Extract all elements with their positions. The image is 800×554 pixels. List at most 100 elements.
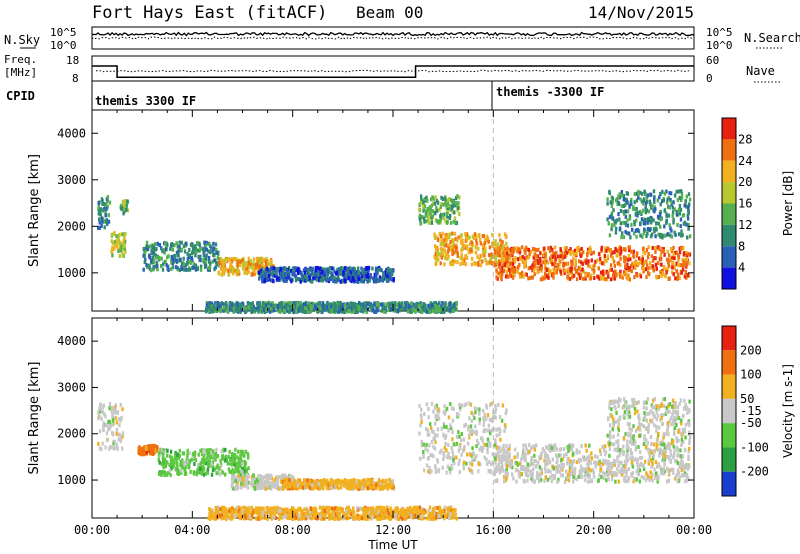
power-cell [353,302,356,306]
power-cell [631,261,634,266]
power-cell [468,235,471,240]
power-cell [360,277,363,282]
power-cell [152,252,156,257]
power-cell [426,198,429,203]
power-cell [656,261,660,265]
power-cell [661,235,664,240]
power-cell [319,306,322,311]
velocity-cell [108,419,112,424]
power-cell [297,267,300,272]
velocity-cell [315,484,318,489]
freq-label: Freq. [4,53,37,66]
power-cell [190,256,193,261]
velocity-cell [101,410,105,415]
power-cell [265,266,269,271]
power-cell [236,301,239,306]
power-cell [352,272,355,277]
power-cell [354,310,357,314]
power-cell [318,266,322,271]
velocity-cell [169,473,172,478]
power-cell [178,240,181,245]
power-cell [439,246,443,251]
power-cell [304,278,307,283]
power-cell [290,306,293,311]
velocity-cell [233,475,236,480]
power-cell [674,276,677,281]
power-colorbar-swatch [722,203,736,225]
velocity-cell [357,486,361,491]
power-cell [449,240,452,244]
power-cell [98,225,101,230]
power-cell [544,271,547,276]
power-cell [121,199,125,204]
power-cell [382,271,385,276]
velocity-cell [160,469,164,474]
velocity-cell [237,460,241,465]
power-cell [483,241,486,246]
power-cell [373,309,376,314]
power-cell [205,307,208,312]
power-cell [628,216,632,221]
power-cell [624,209,627,214]
power-cell [440,202,443,207]
velocity-cell [451,507,454,512]
power-cell [501,240,504,245]
power-cell [617,212,620,217]
velocity-cell [374,485,377,490]
power-cell [365,271,368,276]
power-cell [598,252,601,257]
power-cell [504,234,508,239]
power-cell [112,232,116,237]
power-cell [667,196,671,200]
velocity-cell [280,479,283,484]
power-cell [667,276,671,281]
power-cell [443,216,446,221]
power-cell [428,309,431,314]
power-cell [566,269,570,274]
power-cell [564,261,567,266]
velocity-cell [263,475,266,480]
velocity-cell [107,427,110,432]
power-cell [275,276,279,281]
power-cell [319,301,322,305]
power-cell [659,232,662,237]
power-cell [655,221,658,226]
power-cell [675,250,678,255]
power-cell [217,263,220,268]
nave-trace [95,69,691,73]
velocity-cell [343,478,347,482]
velocity-cell [256,486,259,491]
power-cell [540,266,543,271]
power-cell [369,302,373,307]
power-cell [178,244,181,249]
power-cell [500,276,503,281]
power-cell [643,217,646,222]
power-cell [171,265,175,270]
power-cell [539,256,542,261]
power-cell [327,277,330,282]
power-cell [380,268,383,273]
power-cell [242,306,245,311]
power-cell [173,254,176,259]
power-cell [505,241,508,246]
velocity-cell [104,445,107,450]
power-cell [679,217,683,222]
power-cell [494,239,497,244]
power-cell [341,309,344,314]
power-cell [547,246,550,251]
power-cell [380,302,383,307]
power-cell [447,302,450,307]
power-cell [347,276,350,280]
power-cell [570,263,573,268]
velocity-cell [328,481,332,486]
velocity-cell [266,484,270,489]
velocity-cell [165,472,169,477]
velocity-cell [113,408,117,413]
power-cell [226,305,229,310]
power-cell [352,278,356,282]
velocity-cell [239,485,243,490]
power-cell [293,300,296,305]
velocity-cell [174,452,177,457]
power-cell [679,207,683,212]
velocity-cell [100,407,103,412]
